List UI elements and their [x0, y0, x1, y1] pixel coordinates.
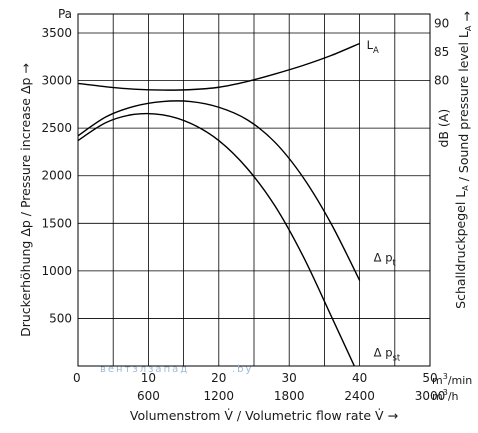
x-tick-label-secondary: 3000 [415, 389, 446, 403]
watermark-domain: .by [232, 364, 253, 375]
series-line-0 [78, 42, 360, 91]
series-line-2 [78, 112, 356, 366]
y-tick-label-left: 3000 [41, 74, 72, 88]
y-tick-label-right: 80 [434, 74, 449, 88]
x-tick-label-primary: 40 [352, 371, 367, 385]
x-tick-label-secondary: 2400 [344, 389, 375, 403]
x-unit-secondary: m3/h [432, 388, 459, 403]
x-tick-label-primary: 20 [211, 371, 226, 385]
x-tick-label-primary: 10 [141, 371, 156, 385]
y-tick-label-left: 3500 [41, 26, 72, 40]
series-line-1 [78, 100, 361, 281]
series-label-2: Δ pst [374, 345, 401, 363]
y-unit-right: dB (A) [436, 109, 451, 148]
y-tick-label-left: 500 [49, 311, 72, 325]
grid [78, 14, 430, 366]
watermark-text: вентзлзапад [100, 364, 189, 375]
y-tick-label-right: 90 [434, 17, 449, 31]
x-tick-label-primary: 0 [73, 371, 81, 385]
y-tick-label-left: 1500 [41, 216, 72, 230]
x-unit-primary: m3/min [432, 372, 472, 387]
y-axis-title-right: Schalldruckpegel LA / Sound pressure lev… [453, 11, 474, 309]
y-axis-title-left: Druckerhöhung Δp / Pressure increase Δp … [18, 63, 33, 337]
labels: 500 1000 1500 2000 2500 3000 3500 Pa 80 85 90 0 10 20… [18, 7, 474, 423]
y-unit-left: Pa [58, 7, 72, 21]
y-tick-label-left: 2500 [41, 121, 72, 135]
x-tick-label-primary: 30 [282, 371, 297, 385]
x-tick-label-secondary: 600 [137, 389, 160, 403]
x-tick-label-secondary: 1800 [274, 389, 305, 403]
x-tick-label-secondary: 1200 [204, 389, 235, 403]
axes [77, 13, 431, 367]
series-label-1: Δ pt [374, 250, 397, 268]
y-tick-label-right: 85 [434, 45, 449, 59]
series-label-0: LA [367, 38, 379, 56]
series-lines [78, 42, 361, 366]
y-tick-label-left: 1000 [41, 264, 72, 278]
y-tick-label-left: 2000 [41, 169, 72, 183]
x-axis-title: Volumenstrom V̇ / Volumetric flow rate V… [130, 408, 398, 423]
plot-frame [77, 13, 431, 367]
x-tick-label-primary: 50 [422, 371, 437, 385]
